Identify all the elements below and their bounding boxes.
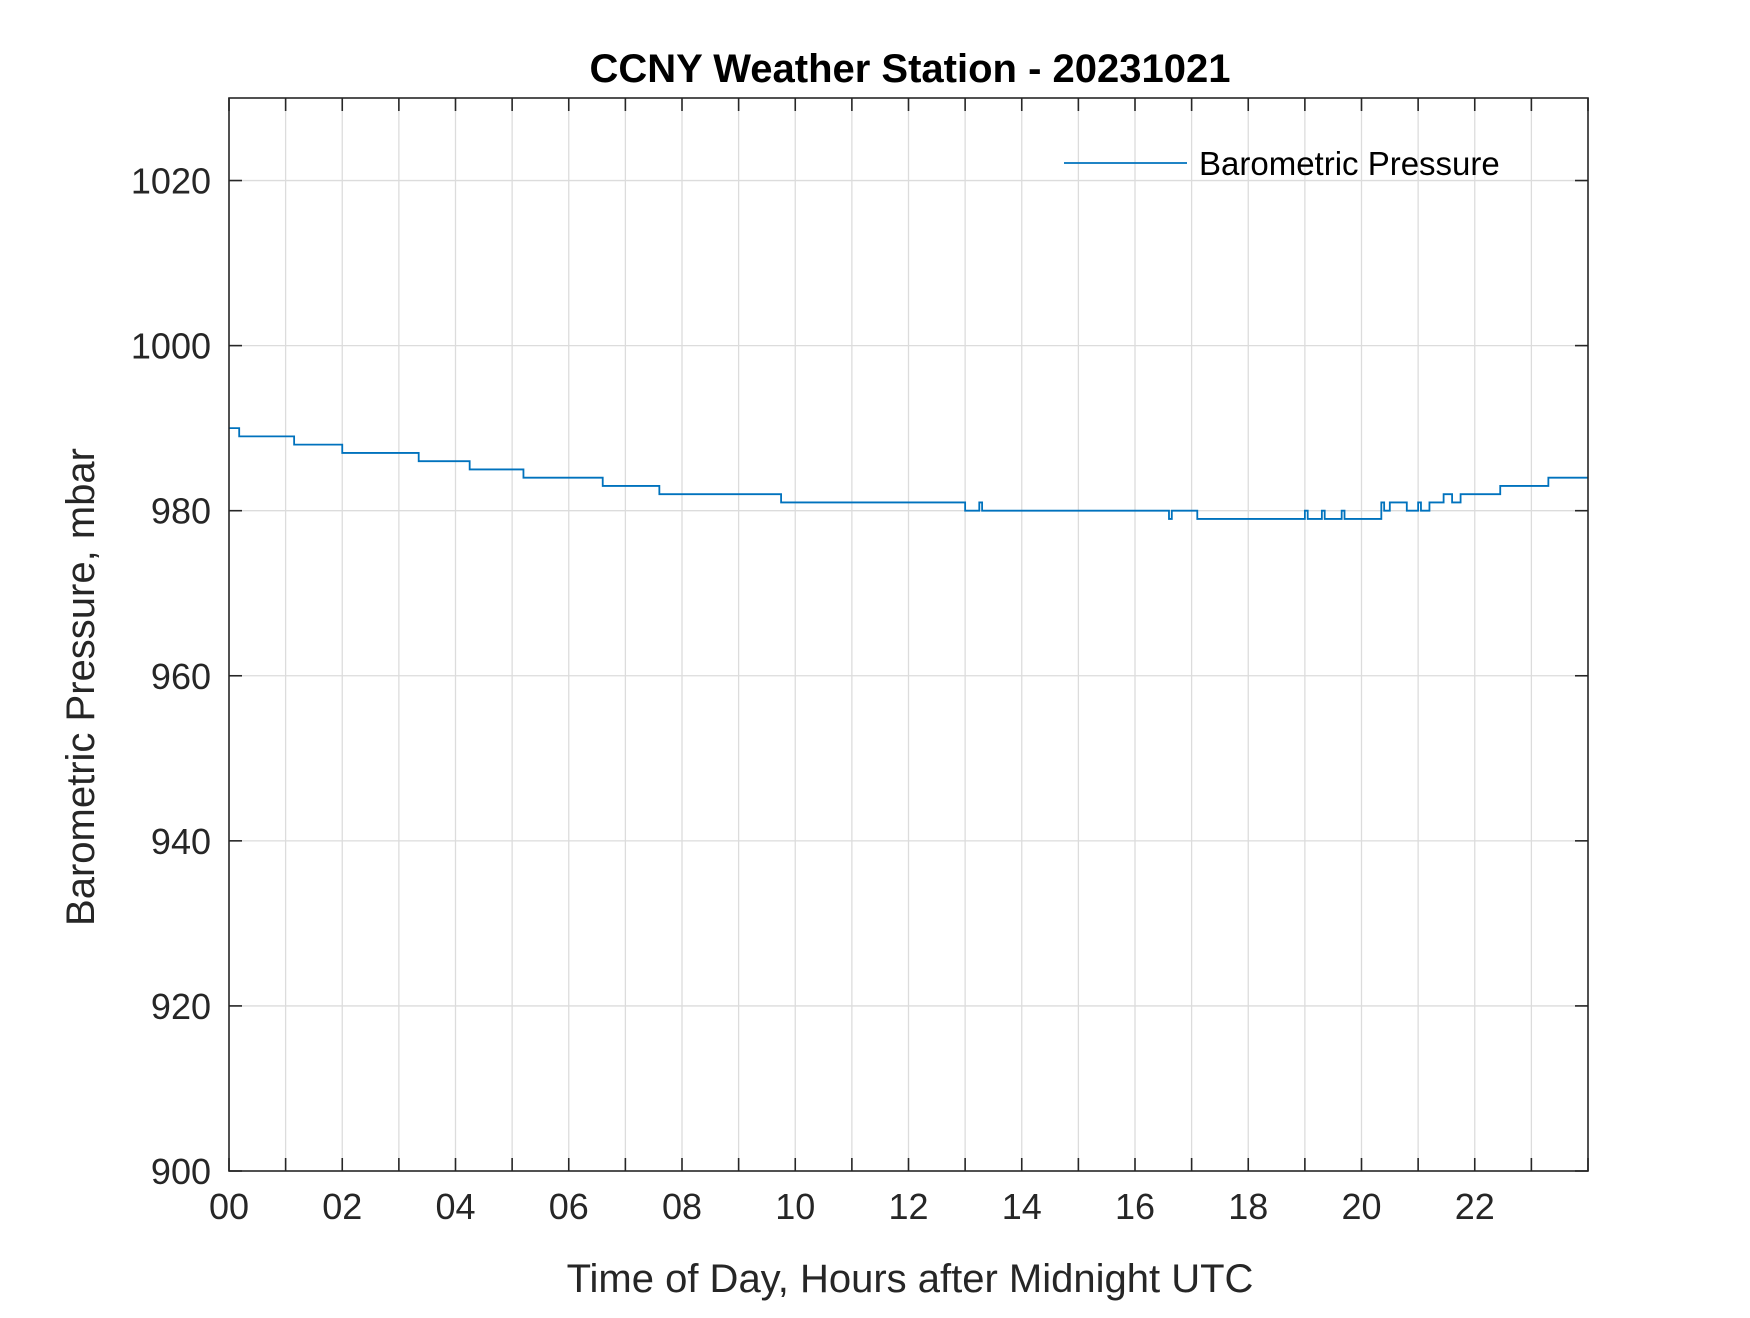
tick-labels: 00 02 04 06 08 10 12 14 16 18 20 22 900 920 940 960 980 1… [131, 161, 1495, 1227]
y-tick-label: 960 [151, 656, 211, 697]
legend: Barometric Pressure [1064, 145, 1500, 182]
x-tick-label: 12 [888, 1186, 928, 1227]
x-tick-label: 14 [1002, 1186, 1042, 1227]
chart-title: CCNY Weather Station - 20231021 [590, 47, 1231, 91]
y-tick-label: 940 [151, 821, 211, 862]
series-line-barometric-pressure [229, 427, 1588, 520]
x-tick-label: 06 [549, 1186, 589, 1227]
y-tick-label: 1020 [131, 161, 211, 202]
y-axis-label: Barometric Pressure, mbar [59, 448, 103, 926]
grid [229, 98, 1588, 1171]
x-tick-label: 00 [209, 1186, 249, 1227]
y-tick-label: 900 [151, 1151, 211, 1192]
x-tick-label: 08 [662, 1186, 702, 1227]
legend-label: Barometric Pressure [1199, 145, 1500, 182]
y-tick-label: 980 [151, 491, 211, 532]
y-tick-label: 1000 [131, 326, 211, 367]
x-axis-label: Time of Day, Hours after Midnight UTC [567, 1257, 1254, 1301]
x-tick-label: 16 [1115, 1186, 1155, 1227]
x-tick-label: 20 [1341, 1186, 1381, 1227]
x-tick-label: 10 [775, 1186, 815, 1227]
x-tick-label: 02 [322, 1186, 362, 1227]
x-tick-label: 22 [1455, 1186, 1495, 1227]
ticks [228, 98, 1589, 1172]
x-tick-label: 04 [435, 1186, 475, 1227]
series-layer [229, 427, 1588, 520]
x-tick-label: 18 [1228, 1186, 1268, 1227]
y-tick-label: 920 [151, 986, 211, 1027]
